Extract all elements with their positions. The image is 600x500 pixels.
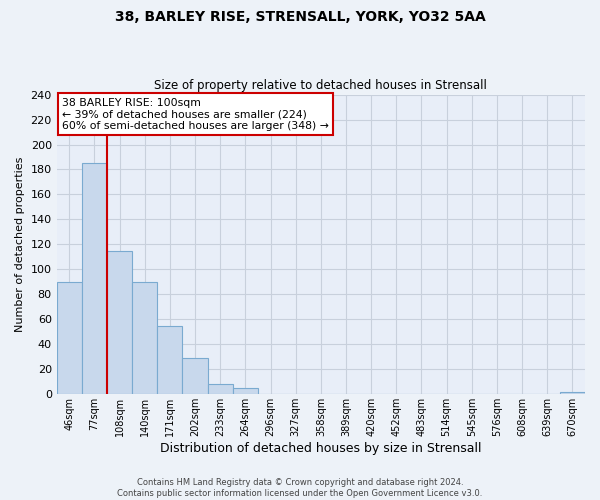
Y-axis label: Number of detached properties: Number of detached properties <box>15 156 25 332</box>
X-axis label: Distribution of detached houses by size in Strensall: Distribution of detached houses by size … <box>160 442 482 455</box>
Bar <box>56 282 82 395</box>
Title: Size of property relative to detached houses in Strensall: Size of property relative to detached ho… <box>154 79 487 92</box>
Bar <box>132 282 157 395</box>
Bar <box>182 358 208 395</box>
Text: 38 BARLEY RISE: 100sqm
← 39% of detached houses are smaller (224)
60% of semi-de: 38 BARLEY RISE: 100sqm ← 39% of detached… <box>62 98 329 131</box>
Bar <box>560 392 585 394</box>
Bar <box>82 163 107 394</box>
Bar <box>208 384 233 394</box>
Bar <box>107 250 132 394</box>
Text: Contains HM Land Registry data © Crown copyright and database right 2024.
Contai: Contains HM Land Registry data © Crown c… <box>118 478 482 498</box>
Text: 38, BARLEY RISE, STRENSALL, YORK, YO32 5AA: 38, BARLEY RISE, STRENSALL, YORK, YO32 5… <box>115 10 485 24</box>
Bar <box>157 326 182 394</box>
Bar <box>233 388 258 394</box>
